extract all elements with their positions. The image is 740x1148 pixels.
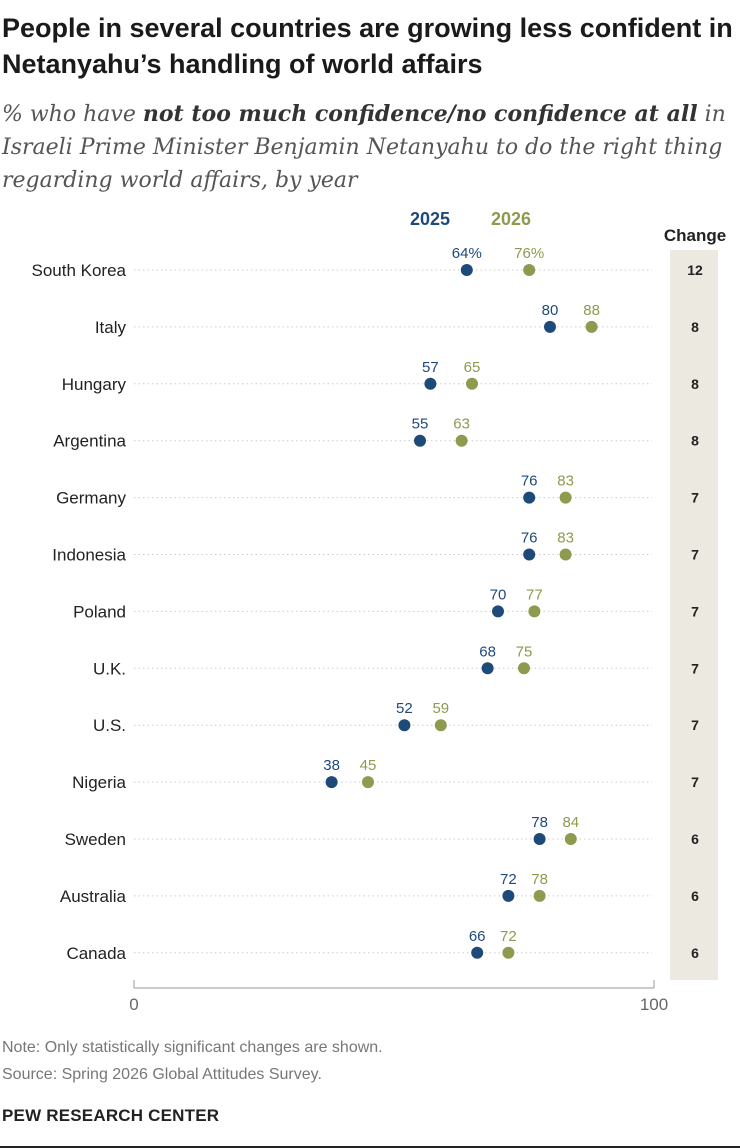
change-value: 7 — [691, 547, 699, 563]
change-value: 12 — [687, 262, 703, 278]
data-label-2026: 45 — [360, 757, 377, 774]
change-header: Change — [664, 226, 726, 245]
dot-2025 — [424, 377, 437, 390]
change-value: 7 — [691, 660, 699, 676]
data-label-2026: 77 — [526, 586, 543, 603]
category-label: South Korea — [31, 261, 126, 280]
data-label-2026: 78 — [531, 871, 548, 888]
data-label-2025: 55 — [412, 416, 429, 433]
subtitle-prefix: % who have — [2, 102, 143, 127]
subtitle-suffix: in Israeli Prime Minister Benjamin Netan… — [2, 102, 726, 193]
dot-2026 — [559, 548, 572, 561]
data-label-2025: 68 — [479, 643, 496, 660]
change-value: 6 — [691, 831, 699, 847]
dot-2026 — [533, 889, 546, 902]
dot-2025 — [544, 320, 556, 333]
change-value: 8 — [691, 433, 699, 449]
data-label-2025: 70 — [490, 586, 507, 603]
category-label: Nigeria — [72, 773, 126, 792]
dot-2025 — [325, 776, 338, 789]
change-column-background — [670, 250, 718, 980]
bottom-rule — [0, 1146, 740, 1148]
data-label-2026: 63 — [453, 416, 470, 433]
dot-2025 — [398, 719, 411, 732]
dot-2025 — [414, 434, 426, 447]
data-label-2025: 76 — [521, 530, 538, 547]
dot-2025 — [471, 946, 484, 959]
dot-2026 — [523, 264, 536, 276]
chart-title: People in several countries are growing … — [2, 13, 733, 79]
change-value: 7 — [691, 603, 699, 619]
category-label: Sweden — [65, 830, 126, 849]
category-label: Australia — [60, 887, 127, 906]
data-label-2026: 75 — [516, 643, 533, 660]
data-label-2025: 66 — [469, 928, 486, 945]
data-label-2025: 76 — [521, 473, 538, 490]
category-label: U.K. — [93, 659, 126, 678]
data-label-2026: 83 — [557, 473, 574, 490]
legend-2026: 2026 — [491, 209, 531, 229]
category-label: Hungary — [62, 375, 127, 394]
dot-2025 — [523, 548, 536, 561]
data-label-2025: 64% — [452, 245, 482, 262]
dot-2026 — [585, 320, 598, 333]
data-label-2025: 72 — [500, 871, 517, 888]
data-label-2026: 65 — [464, 359, 481, 376]
dot-2026 — [362, 776, 374, 789]
data-label-2025: 38 — [323, 757, 340, 774]
chart-subtitle: % who have not too much confidence/no co… — [2, 98, 738, 197]
legend-2025: 2025 — [410, 209, 450, 229]
dot-2026 — [564, 833, 577, 845]
category-label: Germany — [56, 489, 126, 508]
data-label-2025: 80 — [542, 302, 559, 319]
category-label: Canada — [66, 944, 126, 963]
change-value: 6 — [691, 945, 699, 961]
dot-2025 — [533, 833, 546, 845]
change-value: 8 — [691, 376, 699, 392]
data-label-2025: 78 — [531, 814, 548, 831]
category-label: Poland — [73, 602, 126, 621]
dot-2026 — [434, 719, 447, 732]
category-label: Indonesia — [52, 546, 126, 565]
data-label-2025: 52 — [396, 700, 413, 717]
category-label: U.S. — [93, 716, 126, 735]
dot-2025 — [502, 889, 515, 902]
dot-2025 — [460, 264, 473, 276]
data-label-2025: 57 — [422, 359, 439, 376]
change-value: 7 — [691, 490, 699, 506]
data-label-2026: 76% — [514, 245, 544, 262]
brand-label: PEW RESEARCH CENTER — [2, 1106, 220, 1125]
change-value: 6 — [691, 888, 699, 904]
data-label-2026: 84 — [562, 814, 579, 831]
dot-2025 — [481, 662, 494, 675]
dot-2026 — [518, 662, 530, 675]
footer-note: Note: Only statistically significant cha… — [2, 1039, 383, 1056]
data-label-2026: 83 — [557, 530, 574, 547]
subtitle-emphasis: not too much confidence/no confidence at… — [142, 101, 698, 127]
category-label: Argentina — [53, 432, 126, 451]
x-tick-label: 0 — [129, 995, 138, 1014]
data-label-2026: 59 — [432, 700, 449, 717]
dot-2025 — [523, 491, 536, 504]
dot-2026 — [528, 605, 541, 618]
dot-2026 — [559, 491, 572, 504]
dot-2026 — [466, 377, 478, 390]
dot-2026 — [455, 434, 468, 447]
data-label-2026: 88 — [583, 302, 600, 319]
dot-2026 — [502, 946, 515, 959]
change-value: 7 — [691, 774, 699, 790]
footer-source: Source: Spring 2026 Global Attitudes Sur… — [2, 1066, 322, 1083]
category-label: Italy — [95, 318, 127, 337]
data-label-2026: 72 — [500, 928, 517, 945]
dot-2025 — [492, 605, 504, 618]
change-value: 7 — [691, 717, 699, 733]
x-tick-label: 100 — [640, 995, 668, 1014]
change-value: 8 — [691, 319, 699, 335]
